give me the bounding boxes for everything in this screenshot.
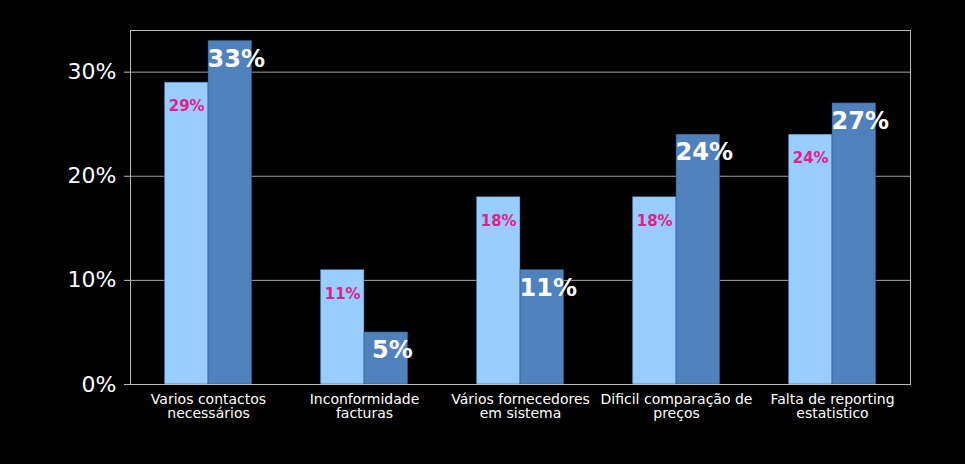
svg-text:20%: 20% — [68, 163, 117, 188]
svg-text:30%: 30% — [68, 59, 117, 84]
svg-text:18%: 18% — [637, 212, 673, 230]
svg-text:5%: 5% — [372, 336, 413, 364]
svg-text:27%: 27% — [832, 107, 889, 135]
svg-text:10%: 10% — [68, 267, 117, 292]
svg-text:Varios contactosnecessários: Varios contactosnecessários — [151, 391, 266, 421]
svg-text:Dificil comparação depreços: Dificil comparação depreços — [601, 391, 753, 421]
svg-text:24%: 24% — [676, 138, 733, 166]
svg-text:24%: 24% — [793, 149, 829, 167]
svg-text:18%: 18% — [481, 212, 517, 230]
svg-text:11%: 11% — [520, 274, 577, 302]
svg-text:29%: 29% — [169, 97, 205, 115]
svg-text:Inconformidadefacturas: Inconformidadefacturas — [310, 391, 420, 421]
svg-text:11%: 11% — [325, 285, 361, 303]
svg-text:0%: 0% — [82, 372, 117, 397]
svg-text:Falta de reportingestatistico: Falta de reportingestatistico — [770, 391, 894, 421]
svg-text:Vários fornecedoresem sistema: Vários fornecedoresem sistema — [451, 391, 590, 421]
svg-text:33%: 33% — [208, 45, 265, 73]
